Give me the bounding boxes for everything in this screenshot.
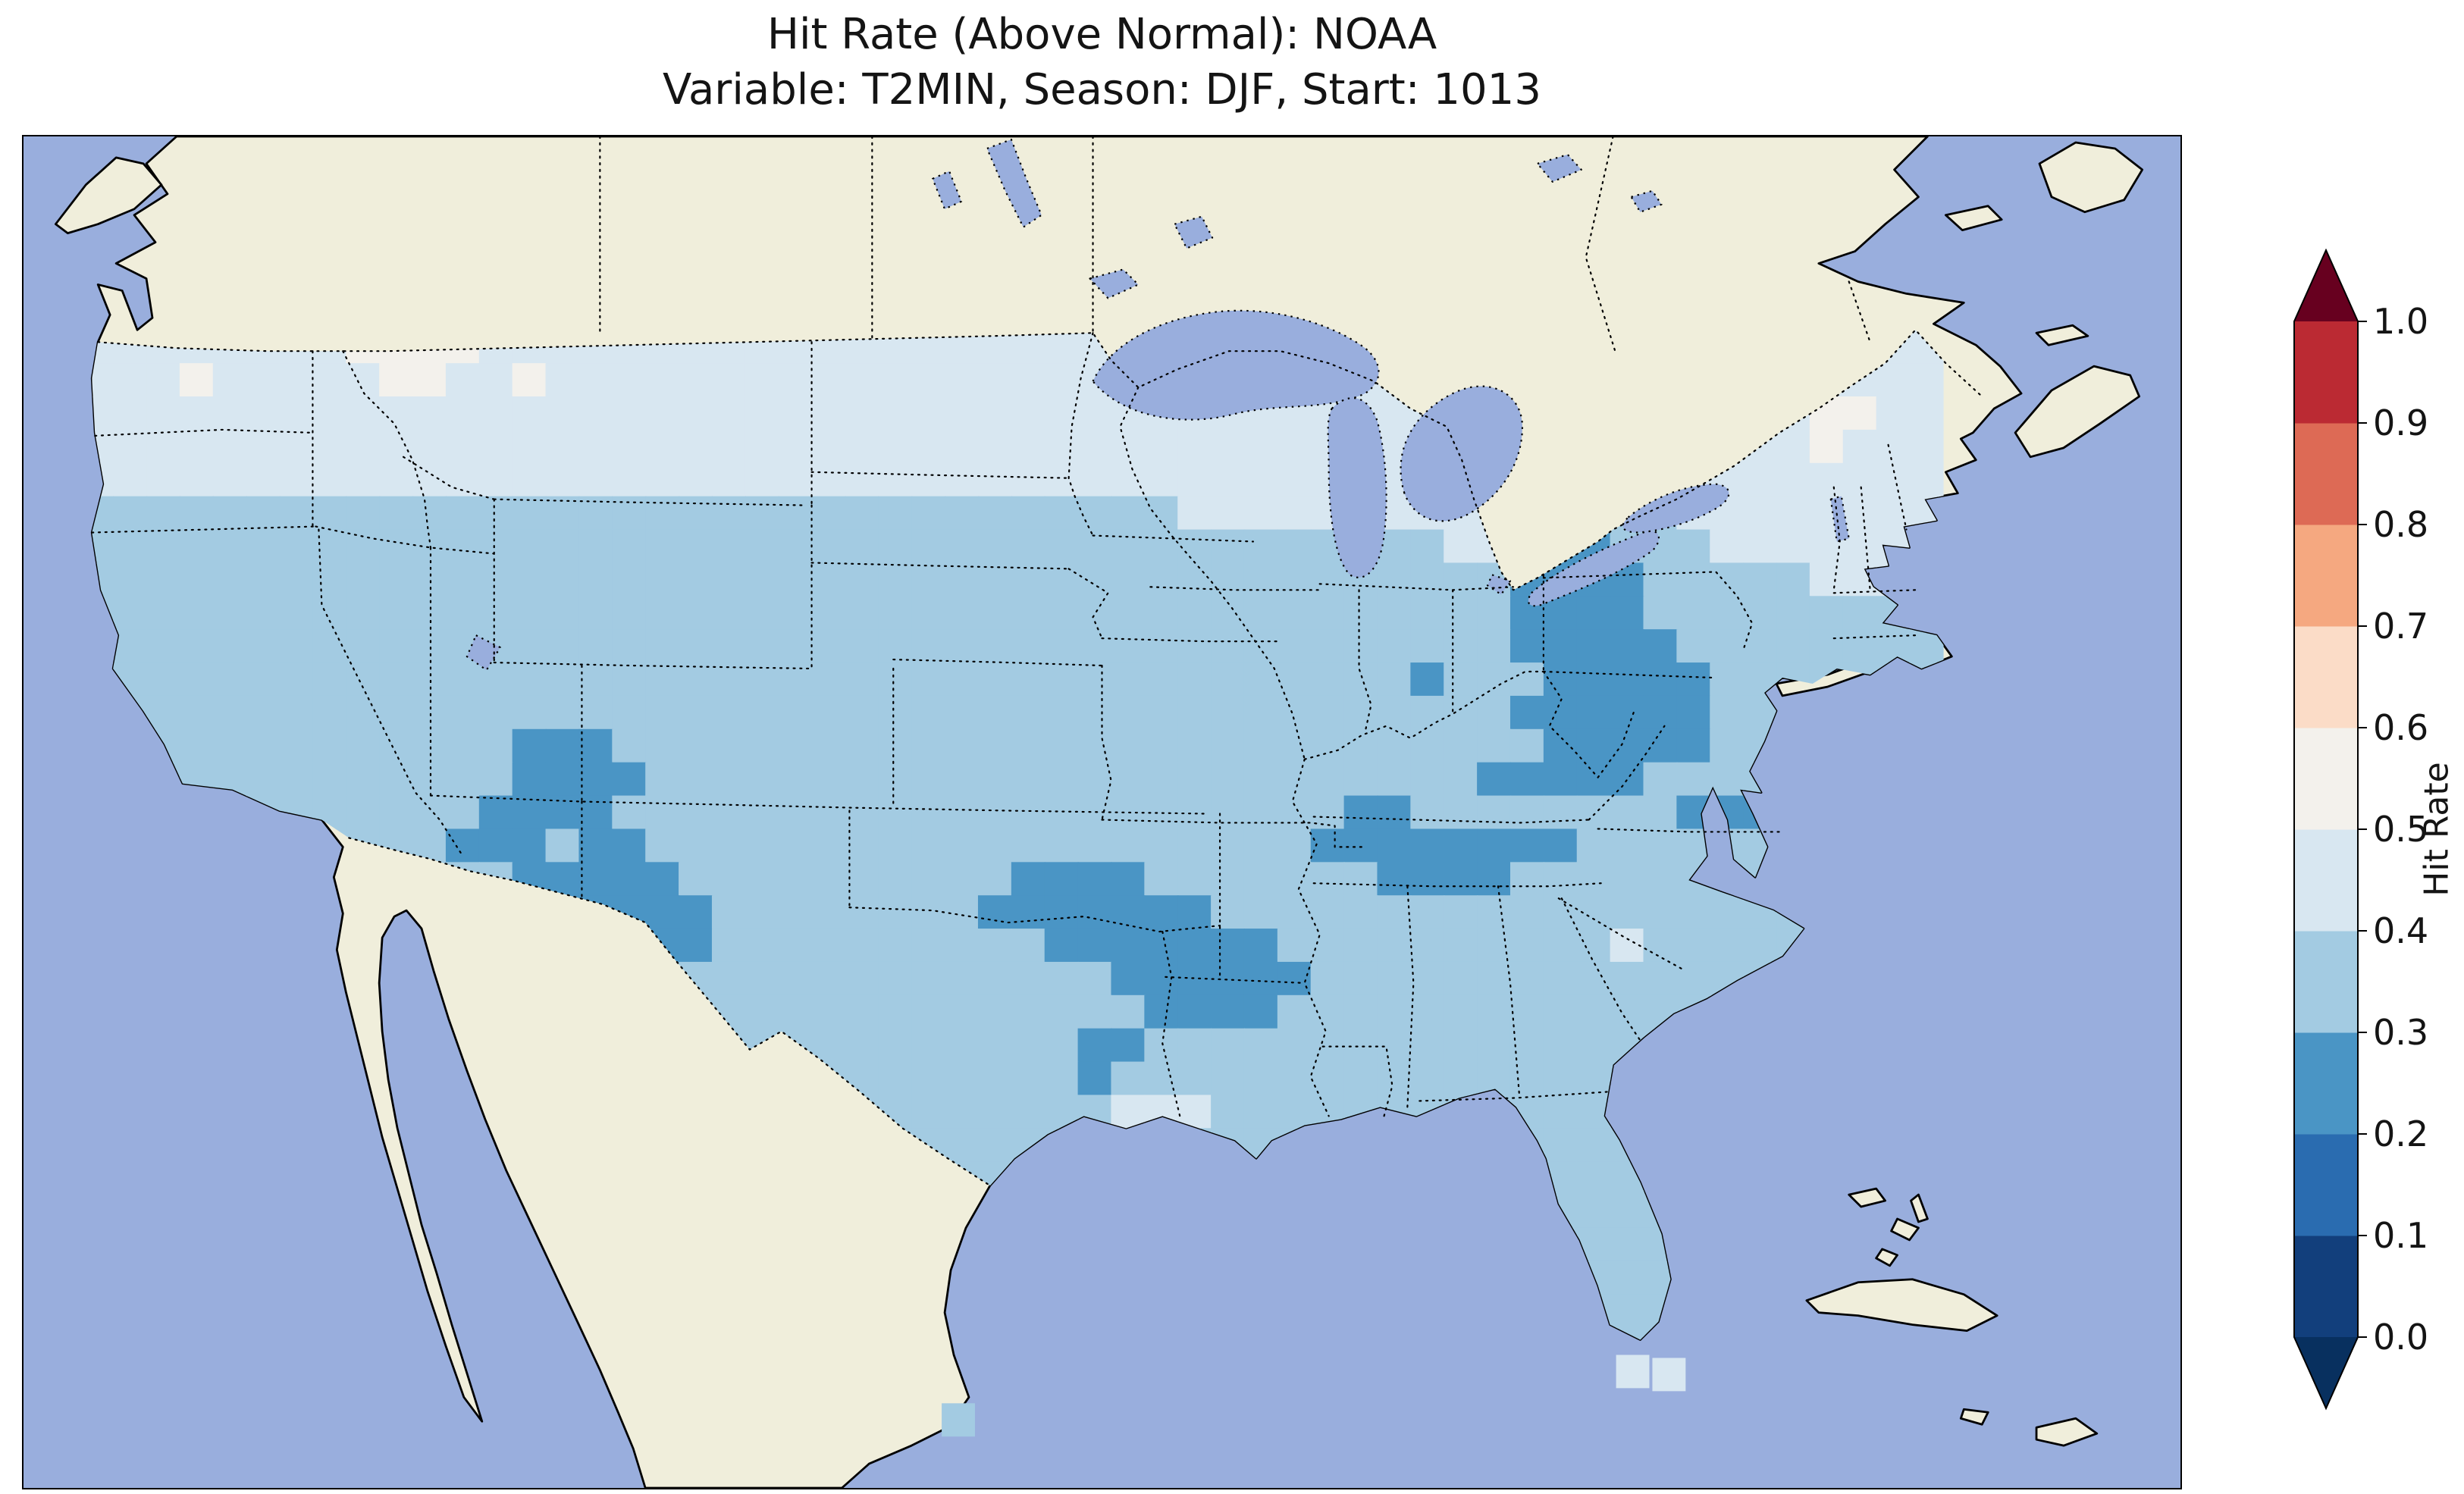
vancouver-island <box>54 156 163 235</box>
colorbar-tick-label: 0.8 <box>2373 504 2429 545</box>
nova-scotia <box>2014 365 2141 459</box>
lake-nipigon <box>1174 215 1214 249</box>
lake-winnipeg <box>986 138 1042 228</box>
colorbar-extend-over <box>2294 250 2358 321</box>
canada-province-borders <box>599 136 1871 355</box>
hit-rate-extra-cells <box>942 1355 1686 1437</box>
colorbar-tick-label: 0.2 <box>2373 1113 2429 1154</box>
newfoundland-island <box>2038 141 2144 214</box>
colorbar-band <box>2294 1032 2358 1135</box>
colorbar-tick-label: 1.0 <box>2373 301 2429 342</box>
colorbar-tick-label: 0.6 <box>2373 707 2429 748</box>
colorbar-band <box>2294 423 2358 525</box>
hispaniola <box>2035 1417 2099 1447</box>
canada-province-border-lines <box>599 136 1871 355</box>
lake-michigan <box>1327 396 1387 578</box>
bahamas-island-1 <box>1848 1187 1886 1208</box>
hit-rate-cell <box>1616 1355 1650 1389</box>
bahamas-island-4 <box>1875 1248 1898 1267</box>
colorbar-extend-under <box>2294 1337 2358 1408</box>
us-state-border-lines <box>91 332 1917 1120</box>
colorbar-tick-label: 0.0 <box>2373 1317 2429 1358</box>
lake-huron <box>1400 385 1524 522</box>
colorbar-bar <box>2293 248 2367 1411</box>
chart-title-line1: Hit Rate (Above Normal): NOAA <box>766 10 1437 59</box>
lake-erie <box>1527 530 1660 607</box>
colorbar-band <box>2294 931 2358 1033</box>
colorbar-tick-label: 0.3 <box>2373 1012 2429 1053</box>
colorbar-tick-label: 0.1 <box>2373 1215 2429 1256</box>
colorbar-axis-label: Hit Rate <box>2417 762 2456 897</box>
lake-st-clair <box>1486 574 1512 596</box>
great-salt-lake <box>466 634 501 672</box>
lake-of-the-woods <box>1089 268 1140 299</box>
cuba <box>1805 1278 1998 1332</box>
colorbar-tick-label: 0.7 <box>2373 606 2429 647</box>
colorbar <box>2288 248 2373 1416</box>
colorbar-tick-label: 0.5 <box>2373 809 2429 850</box>
us-mexico-border <box>348 837 992 1187</box>
colorbar-band <box>2294 728 2358 830</box>
bahamas-island-2 <box>1890 1217 1920 1242</box>
chart-title: Hit Rate (Above Normal): NOAA Variable: … <box>22 8 2182 118</box>
bahamas-island-3 <box>1910 1193 1929 1223</box>
colorbar-band <box>2294 829 2358 932</box>
chart-title-line2: Variable: T2MIN, Season: DJF, Start: 101… <box>663 64 1541 114</box>
us-canada-border <box>97 329 1983 591</box>
lakes <box>466 138 1850 672</box>
colorbar-band <box>2294 1236 2358 1338</box>
hit-rate-cell <box>1652 1358 1686 1392</box>
jamaica <box>1959 1408 1989 1426</box>
hit-rate-cell <box>942 1403 975 1437</box>
map-panel <box>22 135 2182 1489</box>
quebec-lake-1 <box>1536 153 1582 183</box>
colorbar-tick-label: 0.9 <box>2373 402 2429 443</box>
colorbar-tick-label: 0.4 <box>2373 910 2429 951</box>
anticosti-island <box>1944 205 2003 232</box>
colorbar-band <box>2294 626 2358 728</box>
national-borders <box>97 329 1983 1187</box>
colorbar-band <box>2294 321 2358 424</box>
lake-superior <box>1092 309 1380 421</box>
prince-edward-island <box>2035 324 2089 346</box>
lake-manitoba <box>932 170 963 210</box>
state-borders <box>91 332 1917 1120</box>
quebec-lake-2 <box>1630 189 1663 213</box>
colorbar-band <box>2294 525 2358 627</box>
lake-ontario <box>1622 483 1730 534</box>
colorbar-band <box>2294 1134 2358 1236</box>
conus-hit-rate-map <box>25 136 2179 1488</box>
